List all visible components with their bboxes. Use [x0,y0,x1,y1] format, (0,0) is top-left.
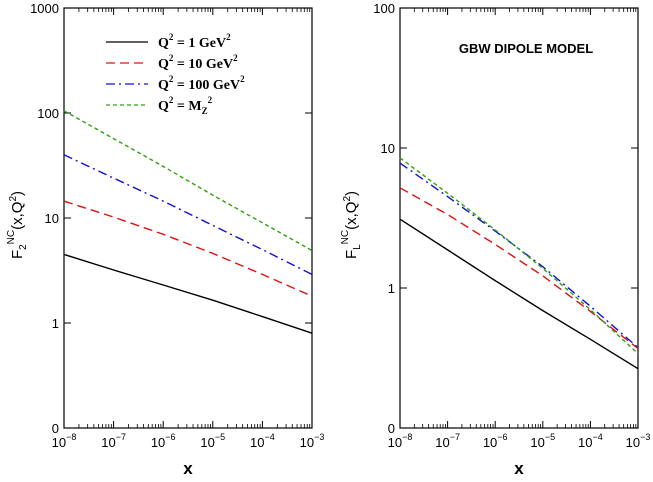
x-tick-label: 10−5 [530,432,555,450]
x-tick-label: 10−5 [200,432,225,450]
y-axis-label-fl: FLNC(x,Q2) [340,191,363,259]
x-axis-label-fl: x [514,459,524,478]
legend-label: Q2 = MZ2 [158,95,213,116]
y-tick-label: 100 [373,1,395,16]
x-tick-label: 10−8 [388,432,413,450]
series-line-dashed [63,200,313,297]
x-tick-label: 10−6 [483,432,508,450]
x-tick-label: 10−6 [151,432,176,450]
y-tick-label: 0 [388,421,395,436]
x-tick-label: 10−7 [435,432,460,450]
y-tick-label: 10 [381,141,395,156]
legend-label: Q2 = 100 GeV2 [158,74,245,93]
series-line-dashdot [63,154,313,276]
series-line-solid [63,253,313,334]
y-tick-label: 1 [52,316,59,331]
y-axis-label-f2: F2NC(x,Q2) [6,191,29,259]
y-tick-label: 1000 [30,1,59,16]
y-tick-label: 10 [45,211,59,226]
y-tick-label: 1 [388,281,395,296]
x-tick-label: 10−8 [52,432,77,450]
y-tick-label: 0 [52,421,59,436]
x-tick-label: 10−4 [250,432,275,450]
series-group-f2 [63,110,313,334]
series-line-dotted [399,157,639,355]
x-tick-label: 10−3 [626,432,651,450]
model-annotation: GBW DIPOLE MODEL [459,41,593,56]
series-line-solid [399,218,639,370]
panel-f2: 10−8 10−7 10−6 10−5 10−4 10−3 0 1 10 100 1000 x F2… [6,1,324,478]
legend-label: Q2 = 1 GeV2 [158,32,231,51]
x-tick-label: 10−7 [101,432,126,450]
legend-label: Q2 = 10 GeV2 [158,53,238,72]
series-line-dashed [399,187,639,350]
legend-entry: Q2 = 100 GeV2 [106,74,245,93]
plot-frame-fl [399,7,639,429]
axis-ticks-f2: 10−8 10−7 10−6 10−5 10−4 10−3 0 1 10 100 1000 [30,1,324,450]
panel-fl: 10−8 10−7 10−6 10−5 10−4 10−3 0 1 10 100 x FLNC(x… [340,1,650,478]
y-tick-label: 100 [37,106,59,121]
x-axis-label-f2: x [183,459,193,478]
legend-entry: Q2 = MZ2 [106,95,213,116]
legend-entry: Q2 = 1 GeV2 [106,32,231,51]
axis-ticks-fl: 10−8 10−7 10−6 10−5 10−4 10−3 0 1 10 100 [373,1,650,450]
series-group-fl [399,157,639,370]
x-tick-label: 10−3 [300,432,325,450]
x-tick-label: 10−4 [578,432,603,450]
legend-entry: Q2 = 10 GeV2 [106,53,238,72]
series-line-dotted [63,110,313,252]
legend: Q2 = 1 GeV2 Q2 = 10 GeV2 Q2 = 100 GeV2 Q… [106,32,245,116]
